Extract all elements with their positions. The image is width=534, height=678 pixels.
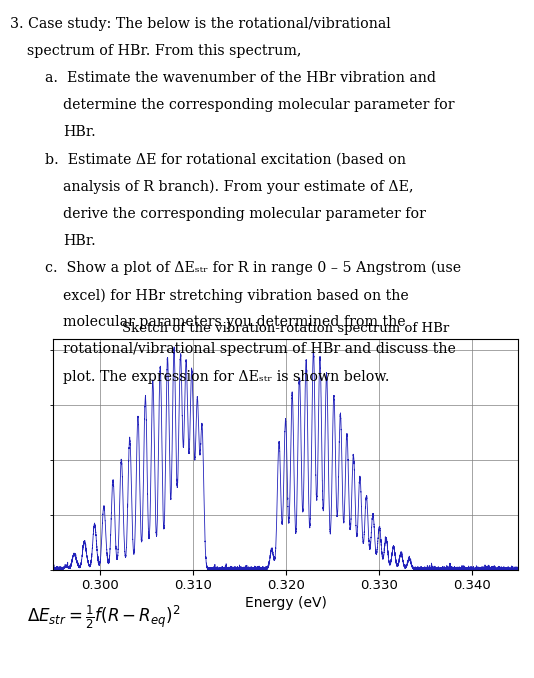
Text: $\Delta E_{str} = \frac{1}{2}f(R - R_{eq})^2$: $\Delta E_{str} = \frac{1}{2}f(R - R_{eq… (27, 603, 180, 631)
Text: a.  Estimate the wavenumber of the HBr vibration and: a. Estimate the wavenumber of the HBr vi… (45, 71, 436, 85)
X-axis label: Energy (eV): Energy (eV) (245, 597, 327, 610)
Text: excel) for HBr stretching vibration based on the: excel) for HBr stretching vibration base… (63, 288, 409, 302)
Text: rotational/vibrational spectrum of HBr and discuss the: rotational/vibrational spectrum of HBr a… (63, 342, 456, 357)
Text: determine the corresponding molecular parameter for: determine the corresponding molecular pa… (63, 98, 454, 113)
Text: molecular parameters you determined from the: molecular parameters you determined from… (63, 315, 406, 330)
Text: HBr.: HBr. (63, 234, 96, 248)
Text: 3. Case study: The below is the rotational/vibrational: 3. Case study: The below is the rotation… (10, 17, 390, 31)
Text: b.  Estimate ΔE for rotational excitation (based on: b. Estimate ΔE for rotational excitation… (45, 153, 406, 167)
Text: derive the corresponding molecular parameter for: derive the corresponding molecular param… (63, 207, 426, 221)
Text: spectrum of HBr. From this spectrum,: spectrum of HBr. From this spectrum, (27, 44, 301, 58)
Text: analysis of R branch). From your estimate of ΔE,: analysis of R branch). From your estimat… (63, 180, 413, 194)
Title: Sketch of the vibration-rotation spectrum of HBr: Sketch of the vibration-rotation spectru… (122, 322, 449, 335)
Text: plot. The expression for ΔEₛₜᵣ is shown below.: plot. The expression for ΔEₛₜᵣ is shown … (63, 370, 389, 384)
Text: c.  Show a plot of ΔEₛₜᵣ for R in range 0 – 5 Angstrom (use: c. Show a plot of ΔEₛₜᵣ for R in range 0… (45, 261, 461, 275)
Text: HBr.: HBr. (63, 125, 96, 140)
